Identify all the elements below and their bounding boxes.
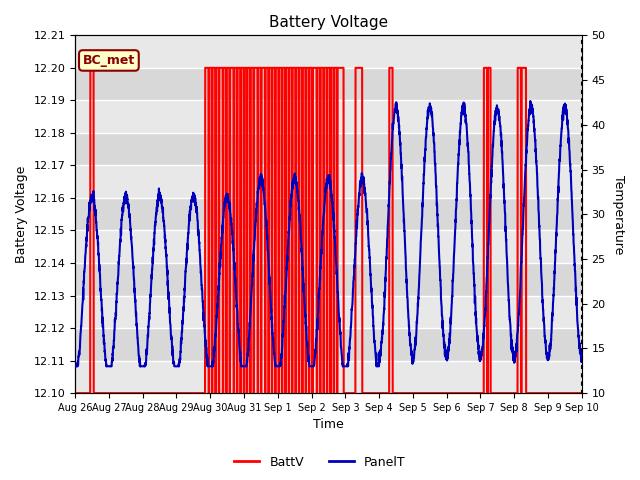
Bar bbox=[75, 230, 582, 263]
Bar bbox=[75, 36, 582, 68]
Bar bbox=[75, 360, 582, 393]
Text: BC_met: BC_met bbox=[83, 54, 135, 67]
Bar bbox=[75, 100, 582, 133]
Y-axis label: Temperature: Temperature bbox=[612, 175, 625, 254]
Legend: BattV, PanelT: BattV, PanelT bbox=[229, 451, 411, 474]
X-axis label: Time: Time bbox=[313, 419, 344, 432]
Bar bbox=[75, 296, 582, 328]
Y-axis label: Battery Voltage: Battery Voltage bbox=[15, 166, 28, 263]
Bar bbox=[75, 166, 582, 198]
Title: Battery Voltage: Battery Voltage bbox=[269, 15, 388, 30]
